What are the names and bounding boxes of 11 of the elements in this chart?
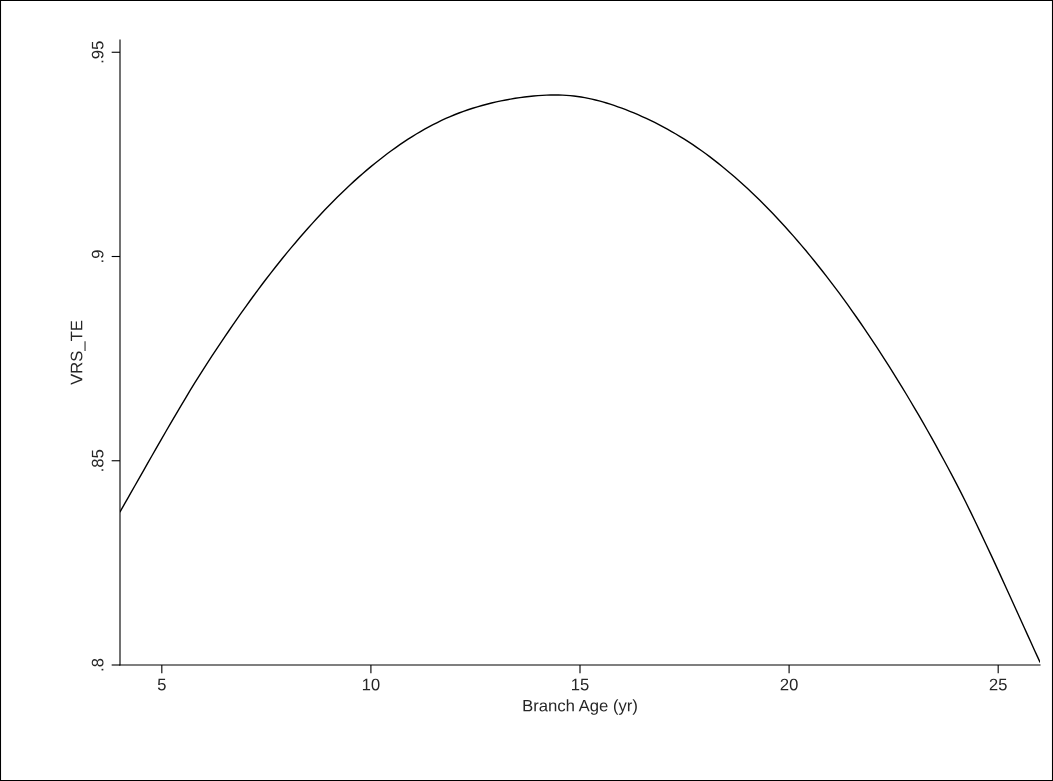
y-tick-label: .95	[91, 41, 104, 63]
x-tick-label: 5	[157, 678, 166, 691]
y-tick-label: .85	[91, 449, 104, 471]
x-axis-title: Branch Age (yr)	[523, 699, 637, 715]
y-tick-label: .9	[91, 250, 104, 262]
x-tick-label: 10	[362, 678, 380, 691]
x-tick-label: 15	[572, 678, 589, 691]
x-tick-label: 20	[780, 678, 798, 691]
y-axis-title: VRS_TE	[70, 320, 86, 385]
x-tick-label: 25	[989, 678, 1007, 691]
y-tick-label: .8	[91, 658, 104, 671]
